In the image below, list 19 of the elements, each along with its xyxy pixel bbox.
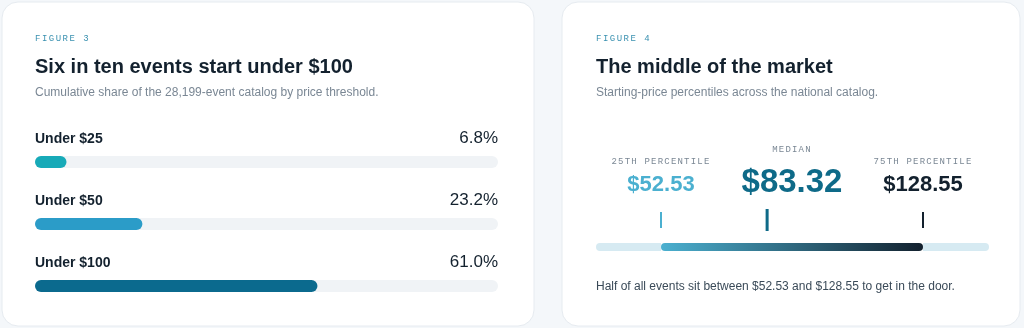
y-tick-label: Under $100	[35, 254, 111, 270]
data-label: 61.0%	[449, 252, 498, 271]
data-label: $52.53	[627, 171, 695, 196]
category-label: 25TH PERCENTILE	[611, 157, 711, 167]
data-label: 23.2%	[449, 190, 498, 209]
text: Half of all events sit between $52.53 and $128.55 to get in the door.	[596, 279, 955, 293]
data-label: 6.8%	[459, 128, 498, 147]
caption: FIGURE 4	[596, 34, 652, 44]
chart-subtitle: Cumulative share of the 28,199-event catalog by price threshold.	[35, 85, 379, 99]
caption: FIGURE 3	[35, 34, 91, 44]
chart-title: Six in ten events start under $100	[35, 55, 353, 77]
y-tick-label: Under $25	[35, 130, 103, 146]
data-label: $83.32	[741, 162, 843, 199]
data-label: $128.55	[883, 171, 963, 196]
category-label: 75TH PERCENTILE	[873, 157, 973, 167]
y-tick-label: Under $50	[35, 192, 103, 208]
category-label: MEDIAN	[772, 145, 812, 155]
text: Starting-price percentiles across the national catalog.	[596, 85, 879, 99]
text: The middle of the market	[596, 55, 834, 77]
